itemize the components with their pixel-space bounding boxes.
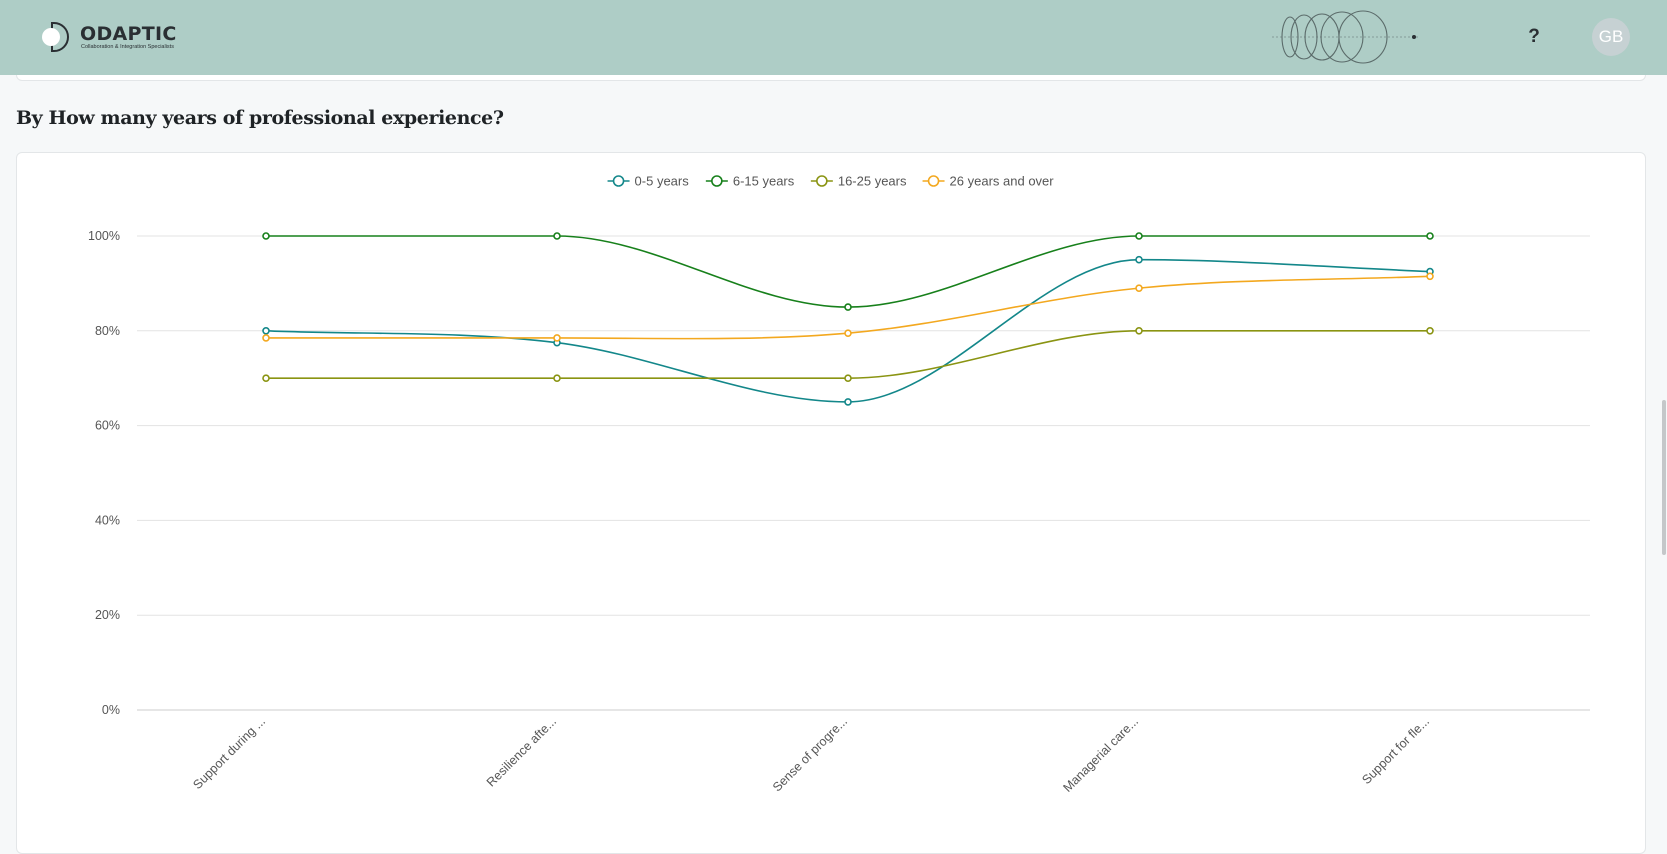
x-tick-label: Resilience afte...: [484, 714, 559, 789]
x-tick-label: Managerial care...: [1060, 714, 1141, 795]
data-point[interactable]: [1135, 255, 1143, 264]
logo-mark-icon: [42, 22, 69, 52]
page-scrollbar[interactable]: [1662, 400, 1666, 555]
legend-item[interactable]: 16-25 years: [810, 174, 907, 189]
legend-item[interactable]: 26 years and over: [922, 174, 1055, 189]
legend-label: 16-25 years: [838, 174, 907, 189]
data-point[interactable]: [553, 334, 561, 342]
brand-name: ODAPTIC: [80, 22, 177, 45]
data-point[interactable]: [844, 303, 852, 311]
data-point[interactable]: [262, 374, 270, 382]
line-chart: 0% 20% 40% 60% 80% 100% Support during ... Resi…: [88, 174, 1590, 795]
concentric-rings-icon: [1272, 10, 1418, 64]
brand-logo[interactable]: ODAPTIC Collaboration & Integration Spec…: [38, 20, 177, 54]
y-tick-label: 20%: [95, 608, 120, 622]
y-tick-label: 100%: [88, 229, 120, 243]
data-point[interactable]: [1135, 327, 1143, 335]
series-line[interactable]: [266, 235, 1430, 308]
data-point[interactable]: [262, 327, 270, 335]
user-avatar[interactable]: GB: [1592, 18, 1630, 56]
y-tick-label: 0%: [102, 703, 120, 717]
legend-label: 6-15 years: [733, 174, 795, 189]
data-point[interactable]: [1426, 272, 1434, 281]
data-point[interactable]: [262, 334, 270, 342]
data-point[interactable]: [1135, 232, 1143, 240]
brand-tagline: Collaboration & Integration Specialists: [81, 43, 174, 50]
data-point[interactable]: [844, 329, 852, 337]
y-tick-label: 80%: [95, 324, 120, 338]
data-point[interactable]: [1426, 327, 1434, 335]
legend-item[interactable]: 0-5 years: [607, 174, 690, 189]
legend-label: 0-5 years: [635, 174, 690, 189]
help-button[interactable]: ?: [1528, 26, 1540, 47]
data-point[interactable]: [553, 374, 561, 382]
data-point[interactable]: [844, 374, 852, 382]
data-point[interactable]: [844, 398, 852, 406]
y-tick-label: 40%: [95, 513, 120, 527]
x-tick-label: Support during ...: [190, 714, 268, 792]
chart-card: 0% 20% 40% 60% 80% 100% Support during ... Resi…: [16, 152, 1646, 854]
x-tick-label: Sense of progre...: [770, 714, 850, 794]
section-title: By How many years of professional experi…: [16, 107, 504, 129]
app-header: ODAPTIC Collaboration & Integration Spec…: [0, 0, 1667, 75]
y-tick-label: 60%: [95, 419, 120, 433]
data-point[interactable]: [1426, 232, 1434, 240]
legend-item[interactable]: 6-15 years: [705, 174, 795, 189]
x-tick-label: Support for fle...: [1359, 714, 1432, 787]
legend-label: 26 years and over: [950, 174, 1055, 189]
data-point[interactable]: [553, 232, 561, 240]
data-point[interactable]: [262, 232, 270, 240]
data-point[interactable]: [1135, 284, 1143, 292]
